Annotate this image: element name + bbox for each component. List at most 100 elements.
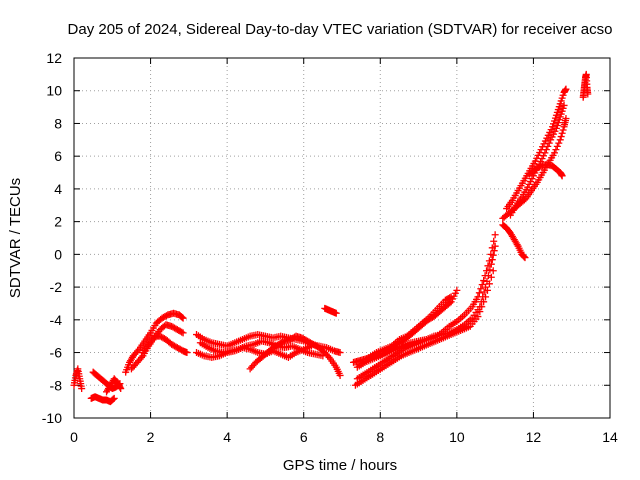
data-point (487, 260, 495, 268)
data-point (116, 383, 124, 391)
data-point (560, 101, 568, 109)
series-track-4 (103, 375, 125, 396)
data-point (183, 349, 191, 357)
data-point (521, 254, 529, 262)
data-point (117, 385, 125, 393)
series-track-19 (503, 85, 570, 213)
series-track-7 (139, 332, 191, 357)
data-point (562, 85, 570, 93)
data-point (487, 273, 495, 281)
data-point (483, 286, 491, 294)
y-tick-label: 10 (46, 83, 62, 99)
data-point (110, 394, 118, 402)
series-track-3 (89, 368, 124, 393)
data-point (491, 231, 499, 239)
y-tick-label: 2 (54, 214, 62, 230)
series-track-2 (87, 393, 118, 406)
data-point (134, 347, 142, 355)
data-point (480, 288, 488, 296)
y-tick-label: 0 (54, 246, 62, 262)
data-point (475, 289, 483, 297)
data-point (447, 293, 455, 301)
data-point (78, 385, 86, 393)
data-point (446, 294, 454, 302)
data-point (559, 126, 567, 134)
data-point (325, 353, 333, 361)
data-point (584, 90, 592, 98)
series-track-23 (579, 70, 592, 101)
data-point (453, 286, 461, 294)
data-point (519, 252, 527, 260)
x-tick-label: 0 (70, 429, 78, 445)
data-point (513, 241, 521, 249)
plot-frame (73, 57, 611, 419)
data-point (541, 149, 549, 157)
y-axis-label: SDTVAR / TECUs (7, 178, 24, 298)
series-track-5 (122, 309, 187, 376)
y-tick-label: -6 (50, 345, 63, 361)
y-tick-label: -2 (50, 279, 63, 295)
data-point (332, 309, 340, 317)
y-tick-label: 8 (54, 115, 62, 131)
data-point (137, 353, 145, 361)
data-point (557, 133, 565, 141)
x-axis-label: GPS time / hours (283, 457, 397, 474)
x-tick-label: 2 (147, 429, 155, 445)
axis-ticks (73, 57, 611, 419)
x-tick-label: 6 (300, 429, 308, 445)
data-marks (70, 70, 592, 406)
x-tick-label: 14 (602, 429, 618, 445)
x-tick-label: 4 (223, 429, 231, 445)
y-tick-label: 12 (46, 50, 62, 66)
data-point (562, 115, 570, 123)
y-tick-label: -8 (50, 377, 63, 393)
data-point (179, 329, 187, 337)
y-tick-label: -10 (42, 410, 62, 426)
x-tick-label: 10 (449, 429, 465, 445)
data-point (480, 277, 488, 285)
data-point (555, 139, 563, 147)
data-point (109, 395, 117, 403)
data-point (483, 267, 491, 275)
data-point (474, 313, 482, 321)
data-point (552, 146, 560, 154)
series-track-15 (353, 242, 499, 383)
data-point (490, 247, 498, 255)
data-point (520, 253, 528, 261)
data-point (485, 280, 493, 288)
data-point (486, 266, 494, 274)
data-point (478, 303, 486, 311)
data-point (556, 136, 564, 144)
data-point (480, 298, 488, 306)
data-point (550, 149, 558, 157)
data-point (488, 256, 496, 264)
data-point (178, 328, 186, 336)
series-track-14 (353, 231, 499, 371)
series-track-16 (351, 267, 497, 389)
data-point (491, 242, 499, 250)
y-tick-label: 6 (54, 148, 62, 164)
data-point (489, 267, 497, 275)
series-track-22 (526, 160, 566, 180)
data-point (490, 237, 498, 245)
data-point (542, 146, 550, 154)
x-tick-label: 8 (376, 429, 384, 445)
series-track-12 (321, 304, 340, 317)
data-point (553, 142, 561, 150)
grid-lines (74, 58, 610, 418)
series-track-1 (70, 365, 86, 393)
data-point (179, 314, 187, 322)
data-point (558, 172, 566, 180)
data-point (545, 139, 553, 147)
data-point (544, 142, 552, 150)
data-point (336, 371, 344, 379)
x-tick-labels: 0 2 4 6 8 10 12 14 (70, 429, 618, 445)
y-tick-labels: -10 -8 -6 -4 -2 0 2 4 6 8 10 12 (42, 50, 62, 426)
x-tick-label: 12 (526, 429, 542, 445)
data-point (482, 293, 490, 301)
series-track-17 (365, 293, 455, 361)
series-track-21 (499, 221, 529, 262)
data-point (336, 349, 344, 357)
data-point (558, 129, 566, 137)
